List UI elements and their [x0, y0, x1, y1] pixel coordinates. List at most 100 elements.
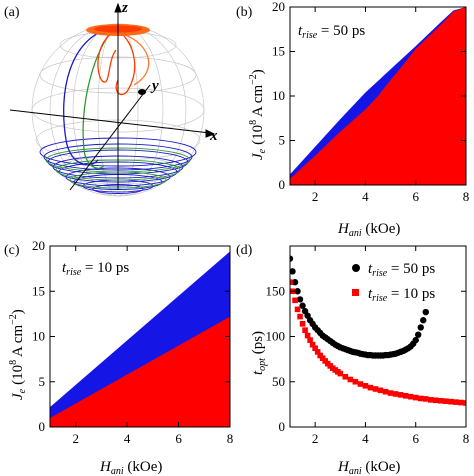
data-point-10ps	[412, 394, 419, 401]
y-axis-title-d: topt (ps)	[250, 331, 268, 375]
x-tick-label: 8	[463, 189, 470, 204]
y-tick-label: 15	[32, 283, 45, 298]
data-point-10ps	[314, 349, 321, 355]
x-tick-label: 2	[312, 431, 319, 446]
data-point-10ps	[307, 337, 313, 343]
data-point-10ps	[357, 381, 364, 387]
x-tick-label: 4	[362, 431, 369, 446]
data-point-50ps	[417, 324, 424, 331]
data-point-10ps	[362, 383, 369, 389]
data-point-10ps	[309, 341, 316, 348]
data-point-10ps	[377, 387, 384, 394]
lower-region-area	[50, 316, 230, 427]
data-point-50ps	[299, 302, 306, 309]
sphere-axis-y: y	[150, 78, 159, 94]
sphere-axis-z: z	[121, 0, 128, 16]
data-point-10ps	[312, 345, 318, 352]
panel-a: (a)	[4, 0, 218, 197]
data-point-50ps	[412, 336, 419, 344]
sphere-axes	[9, 2, 216, 191]
legend-marker-10ps	[352, 289, 359, 296]
x-tick-label: 4	[362, 189, 369, 204]
annotation-b: trise = 50 ps	[298, 23, 365, 41]
legend-label-50ps: trise = 50 ps	[368, 261, 435, 279]
annotation-c: trise = 10 ps	[62, 260, 129, 278]
y-tick-label: 0	[39, 419, 46, 434]
x-tick-label: 6	[412, 431, 419, 446]
y-tick-label: 0	[279, 177, 286, 192]
data-point-10ps	[302, 327, 308, 333]
data-point-10ps	[290, 279, 293, 285]
legend-d: trise = 50 ps trise = 10 ps	[352, 261, 435, 304]
y-tick-label: 10	[32, 329, 45, 344]
data-point-10ps	[463, 400, 466, 406]
data-point-10ps	[299, 321, 306, 327]
data-point-10ps	[428, 397, 434, 403]
legend-marker-50ps	[352, 264, 360, 272]
data-point-10ps	[347, 376, 354, 383]
data-point-10ps	[304, 332, 311, 339]
data-point-10ps	[392, 391, 399, 397]
panel-label-a: (a)	[4, 5, 20, 20]
y-axis-marker	[138, 89, 146, 95]
data-point-10ps	[372, 386, 379, 392]
tick-marks-c: 2 4 6 8 0 5 10 15 20	[32, 238, 233, 446]
x-axis-title-b: Hani (kOe)	[337, 221, 400, 239]
data-point-10ps	[367, 384, 374, 391]
x-tick-label: 6	[175, 431, 182, 446]
scatter-points-d	[290, 255, 466, 406]
y-tick-label: 15	[272, 44, 285, 59]
data-point-10ps	[397, 392, 404, 398]
panel-c: (c) 2 4 6 8 0 5 10 15 20 trise = 10 ps Je(108 A …	[4, 238, 233, 476]
data-point-10ps	[402, 392, 409, 399]
x-tick-label: 8	[227, 431, 234, 446]
data-point-10ps	[382, 388, 389, 395]
data-point-10ps	[342, 373, 349, 380]
data-point-10ps	[297, 313, 303, 320]
data-point-10ps	[292, 297, 298, 304]
data-point-10ps	[443, 398, 449, 405]
y-tick-label: 150	[266, 283, 286, 298]
x-axis-title-c: Hani (kOe)	[99, 459, 162, 476]
data-point-50ps	[420, 317, 427, 324]
tick-marks-b: 2 4 6 8 0 5 10 15 20	[272, 0, 469, 204]
data-point-10ps	[294, 306, 301, 313]
data-point-10ps	[337, 370, 344, 377]
y-axis-title-c: Je(108 A cm−2)	[8, 309, 28, 400]
data-point-50ps	[290, 255, 294, 262]
data-point-50ps	[290, 268, 296, 275]
data-point-10ps	[438, 397, 444, 404]
x-tick-label: 4	[124, 431, 131, 446]
data-point-10ps	[422, 396, 429, 402]
data-point-10ps	[448, 398, 454, 405]
y-tick-label: 20	[32, 238, 45, 253]
tick-marks-d: 2 4 6 8 0 50 100 150	[266, 246, 469, 446]
panel-b: (b) 2 4 6 8 0 5 10 15 20 trise = 50 ps Je(108 A …	[236, 0, 469, 239]
y-tick-label: 100	[266, 329, 286, 344]
y-tick-label: 10	[272, 88, 285, 103]
legend-label-10ps: trise = 10 ps	[368, 286, 435, 304]
data-point-10ps	[407, 393, 414, 400]
y-tick-label: 50	[272, 374, 285, 389]
data-point-10ps	[417, 395, 424, 402]
data-point-50ps	[415, 331, 422, 338]
data-point-10ps	[453, 399, 459, 405]
panel-d: (d) 2 4 6 8 0 50 100 150 trise = 50 ps trise = …	[236, 243, 469, 476]
data-point-10ps	[458, 399, 464, 406]
sphere-axis-x: x	[209, 128, 218, 144]
data-point-10ps	[433, 397, 439, 404]
y-tick-label: 20	[272, 0, 285, 14]
panel-label-c: (c)	[4, 243, 20, 258]
x-tick-label: 2	[312, 189, 319, 204]
data-point-50ps	[291, 279, 299, 286]
x-tick-label: 2	[72, 431, 79, 446]
lower-region-area	[290, 7, 466, 185]
data-point-10ps	[387, 390, 394, 396]
data-point-50ps	[296, 296, 304, 303]
data-point-50ps	[294, 288, 301, 295]
x-axis-title-d: Hani (kOe)	[337, 459, 400, 476]
panel-label-d: (d)	[236, 243, 253, 258]
data-point-10ps	[352, 378, 359, 385]
data-point-50ps	[422, 308, 429, 316]
